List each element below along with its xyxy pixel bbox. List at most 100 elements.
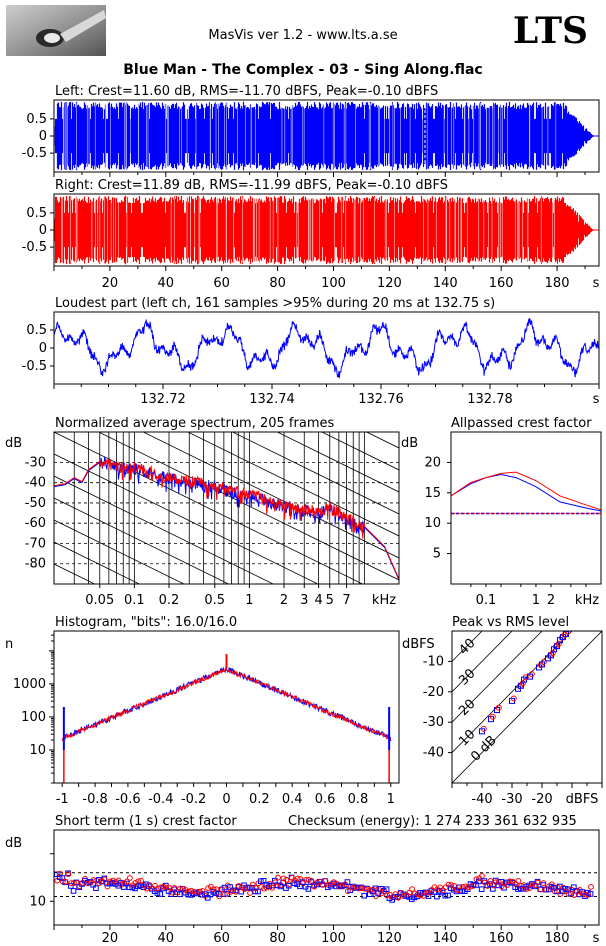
y-tick-label: -0.5 [22,240,47,255]
crest-point-left [568,890,574,897]
plot-frame [450,431,602,585]
x-tick-label: 0.8 [348,792,369,807]
peakrms-title: Peak vs RMS level [452,615,569,630]
crest-point-left [425,893,432,899]
crest-plot: 20 15 10 5 0.1 1 2 kHz [424,431,602,608]
crest-point-right [588,883,594,890]
crest-panel: Allpassed crest factor dB 20 15 10 5 0.1 1 2 kH… [401,416,602,608]
y-tick-label: 10 [29,894,46,909]
peakrms-point-right [516,683,523,690]
slope-line [54,453,319,584]
histogram-plot: 1000 100 10 -1 -0.8 -0.6 -0.4 -0.2 0 0.2 0.4 0.6 0.8… [13,630,400,807]
y-tick-label: 1000 [13,677,46,692]
crest-point-right [249,881,256,888]
crest-point-left [70,888,77,894]
diagonal-label: 40 [456,636,478,658]
shortcrest-title: Short term (1 s) crest factor [55,814,237,829]
slope-line [54,541,141,584]
x-tick-label: 60 [213,276,230,291]
x-tick-label: 0.2 [249,792,270,807]
x-tick-label: 1 [245,593,253,608]
crest-point-right [275,874,281,881]
x-tick-label: 1 [387,792,395,807]
y-tick-label: 0 [39,129,47,144]
x-tick-label: 140 [433,276,458,291]
x-tick-label: -1 [56,792,69,807]
crest-point-left [224,890,231,897]
crest-point-left [478,886,485,892]
crest-point-left [280,879,286,886]
x-tick-label: 120 [377,276,402,291]
x-tick-label: -0.2 [181,792,206,807]
x-unit-label: s [593,276,600,291]
y-tick-label: -30 [423,715,444,730]
plot-frame [53,829,600,926]
x-tick-label: 80 [269,276,286,291]
waveform-gaps [61,197,555,263]
peakrms-point-right [537,662,544,669]
x-tick-label: 20 [102,276,119,291]
left-plot: 0.5 0 -0.5 [22,99,600,177]
app-title: MasVis ver 1.2 - www.lts.a.se [208,28,397,43]
slope-line [231,432,399,515]
crest-point-right [126,875,133,881]
crest-diagonal [452,631,483,662]
plot-frame [53,431,400,585]
x-tick-label: 2 [280,593,288,608]
x-tick-label: 80 [269,931,286,946]
spectrum-trace [54,458,399,580]
crest-point-left [157,891,164,897]
slope-line [54,519,185,584]
plot-frame [53,99,600,173]
right-title: Right: Crest=11.89 dB, RMS=-11.99 dBFS, … [55,178,448,193]
crest-point-left [305,886,312,892]
x-tick-label: -0.8 [82,792,107,807]
peakrms-grid [452,631,602,783]
right-waveform-panel: Right: Crest=11.89 dB, RMS=-11.99 dBFS, … [22,178,600,291]
x-tick-label: 132.76 [358,392,404,407]
crest-ylabel: dB [401,436,418,451]
peakrms-point-right [558,634,565,641]
x-tick-label: 0.1 [476,593,497,608]
slope-line [54,608,399,778]
x-tick-label: -20 [531,792,552,807]
y-tick-label: 10 [424,516,441,531]
x-tick-label: 40 [158,276,175,291]
lts-logo-text: LTS [513,10,588,52]
slope-line [320,432,399,471]
x-tick-label: 0.4 [282,792,303,807]
x-tick-label: 132.72 [140,392,186,407]
x-tick-label: 120 [377,931,402,946]
loudest-title: Loudest part (left ch, 161 samples >95% … [55,296,495,311]
crest-point-right [62,878,69,885]
shortcrest-ylabel: dB [5,836,22,851]
y-tick-label: 0 [39,341,47,356]
crest-point-right [540,880,547,886]
y-tick-label: 0 [39,223,47,238]
peakrms-point-right [561,631,568,638]
x-tick-label: 7 [342,593,350,608]
peakrms-point-right [528,671,535,678]
crest-point-right [216,893,223,900]
header: MasVis ver 1.2 - www.lts.a.se LTS Blue M… [6,5,588,78]
logo-image [6,5,106,56]
x-tick-label: 140 [433,931,458,946]
plot-frame [53,193,600,267]
y-tick-label: 15 [424,486,441,501]
crest-point-left [434,893,440,900]
peakrms-point-right [510,695,517,702]
y-tick-label: 0.5 [26,323,47,338]
y-tick-label: -10 [423,654,444,669]
slope-line [54,563,96,584]
spectrum-plot: -30 -40 -50 -60 -70 -80 0.05 0.1 0.2 0.5 1 2 3 4 5 7 kHz [25,431,400,778]
slope-line [187,432,399,537]
x-tick-label: 0.1 [124,593,145,608]
x-tick-label: 100 [321,276,346,291]
spectrum-panel: Normalized average spectrum, 205 frames … [5,416,400,778]
y-tick-label: -0.5 [22,146,47,161]
peakrms-point-right [555,640,562,647]
peakrms-ylabel: dBFS [402,637,435,652]
crest-point-right [487,878,494,884]
crest-point-left [489,886,496,892]
spectrum-ylabel: dB [5,436,22,451]
